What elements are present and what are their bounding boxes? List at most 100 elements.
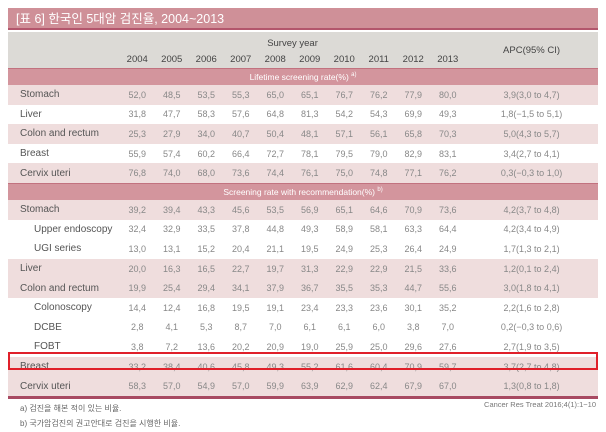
cell-value: 16,3: [154, 258, 189, 279]
table-row: UGI series 13,0 13,1 15,2 20,4 21,1 19,5 24,9 25…: [8, 239, 598, 259]
row-label: FOBT: [34, 341, 61, 353]
cell-value: 63,3: [404, 224, 423, 235]
row-label: Breast: [20, 148, 49, 160]
cell-value: 58,3: [120, 376, 155, 399]
screening-table: Survey year APC(95% CI) 2004 2005 2006 2007…: [8, 32, 599, 399]
cell-value: 70,3: [430, 124, 466, 144]
table-row: Stomach 39,2 39,4 43,3 45,6 53,5 56,9 65,1 64,6 7…: [8, 199, 599, 220]
cell-value: 54,3: [369, 109, 388, 120]
cell-value: 65,1: [292, 85, 327, 105]
cell-value: 34,0: [189, 124, 224, 144]
cell-value: 20,0: [120, 258, 155, 279]
cell-value: 20,2: [231, 341, 250, 352]
cell-value: 39,4: [154, 199, 189, 220]
apc-value: 0,2(−0,3 to 0,6): [500, 322, 563, 333]
row-label: Liver: [20, 108, 42, 120]
cell-value: 49,3: [258, 356, 293, 377]
cell-value: 6,1: [303, 322, 316, 333]
cell-value: 55,6: [430, 278, 466, 298]
section-band: Screening rate with recommendation(%) b): [8, 182, 599, 200]
cell-value: 8,7: [234, 322, 247, 333]
cell-value: 7,2: [165, 341, 178, 352]
cell-value: 25,3: [369, 243, 388, 254]
table-row: Upper endoscopy 32,4 32,9 33,5 37,8 44,8 49,3 5…: [8, 220, 598, 240]
cell-value: 25,3: [120, 124, 155, 144]
cell-value: 66,4: [231, 148, 250, 159]
cell-value: 83,1: [439, 148, 457, 159]
cell-value: 27,9: [154, 124, 189, 144]
cell-value: 77,1: [396, 163, 431, 184]
cell-value: 25,0: [369, 341, 388, 352]
table-row: Stomach 52,0 48,5 53,5 55,3 65,0 65,1 76,7 76,2 7…: [8, 85, 599, 105]
apc-value: 0,3(−0,3 to 1,0): [465, 163, 599, 184]
cell-value: 59,9: [258, 376, 293, 399]
cell-value: 24,9: [335, 243, 354, 254]
cell-value: 57,0: [223, 376, 258, 399]
cell-value: 54,2: [335, 109, 354, 120]
footnote-a: a) 검진을 해본 적이 있는 비율.: [20, 404, 122, 413]
cell-value: 65,8: [396, 124, 431, 144]
row-label: Colonoscopy: [34, 302, 92, 314]
apc-value: 3,0(1,8 to 4,1): [465, 278, 599, 298]
cell-value: 3,8: [130, 341, 144, 352]
cell-value: 23,6: [369, 302, 388, 313]
cell-value: 13,6: [197, 341, 216, 352]
row-label: Stomach: [8, 85, 120, 105]
table-title: [표 6] 한국인 5대암 검진율, 2004~2013: [8, 8, 598, 30]
cell-value: 58,1: [369, 224, 388, 235]
cell-value: 48,1: [292, 124, 327, 144]
footnote-b: b) 국가암검진의 권고안대로 검진을 시행한 비율.: [20, 419, 181, 428]
section-title: Screening rate with recommendation(%) b): [8, 182, 599, 200]
cell-value: 72,7: [266, 148, 285, 159]
year-header: 2013: [430, 50, 466, 69]
section-band: Lifetime screening rate(%) a): [8, 68, 599, 85]
cell-value: 65,1: [327, 199, 362, 220]
cell-value: 64,4: [439, 224, 457, 235]
year-header: 2010: [327, 50, 362, 69]
cell-value: 67,0: [430, 376, 466, 399]
cell-value: 38,4: [154, 356, 189, 377]
table-row: Breast 33,2 38,4 40,6 45,8 49,3 55,2 61,6 60,4 70…: [8, 356, 599, 377]
year-header: 2009: [292, 50, 327, 69]
cell-value: 31,8: [128, 109, 147, 120]
cell-value: 37,8: [231, 224, 250, 235]
cell-value: 76,2: [361, 85, 396, 105]
cell-value: 52,0: [120, 85, 155, 105]
cell-value: 76,2: [430, 163, 466, 184]
cell-value: 7,0: [441, 322, 455, 333]
cell-value: 13,1: [162, 243, 181, 254]
cell-value: 32,9: [162, 224, 181, 235]
apc-value: 1,2(0,1 to 2,4): [465, 258, 599, 279]
cell-value: 53,5: [258, 199, 293, 220]
cell-value: 61,6: [327, 356, 362, 377]
cell-value: 5,3: [199, 322, 213, 333]
cell-value: 27,6: [439, 341, 457, 352]
cell-value: 2,8: [130, 322, 144, 333]
cell-value: 22,9: [327, 258, 362, 279]
cell-value: 3,8: [406, 322, 420, 333]
cell-value: 57,6: [231, 109, 250, 120]
cell-value: 82,9: [404, 148, 423, 159]
table-row: Cervix uteri 58,3 57,0 54,9 57,0 59,9 63,9 62,9…: [8, 376, 599, 399]
table-row: FOBT 3,8 7,2 13,6 20,2 20,9 19,0 25,9 25,0 29,6 27…: [8, 337, 598, 357]
cell-value: 69,9: [404, 109, 423, 120]
cell-value: 55,9: [128, 148, 147, 159]
cell-value: 59,7: [430, 356, 466, 377]
cell-value: 4,1: [165, 322, 178, 333]
cell-value: 65,0: [258, 85, 293, 105]
row-label: Cervix uteri: [8, 376, 120, 399]
cell-value: 35,2: [439, 302, 457, 313]
cell-value: 29,6: [404, 341, 423, 352]
row-label: Upper endoscopy: [34, 223, 113, 235]
cell-value: 33,5: [197, 224, 216, 235]
cell-value: 60,4: [361, 356, 396, 377]
table-row: Liver 31,8 47,7 58,3 57,6 64,8 81,3 54,2 54,3 69,…: [8, 105, 598, 125]
cell-value: 73,6: [430, 199, 466, 220]
cell-value: 19,5: [300, 243, 319, 254]
cell-value: 62,9: [327, 376, 362, 399]
year-header: 2012: [396, 50, 431, 69]
cell-value: 45,6: [223, 199, 258, 220]
apc-value: 4,2(3,7 to 4,8): [465, 199, 599, 220]
cell-value: 45,8: [223, 356, 258, 377]
cell-value: 79,5: [335, 148, 354, 159]
